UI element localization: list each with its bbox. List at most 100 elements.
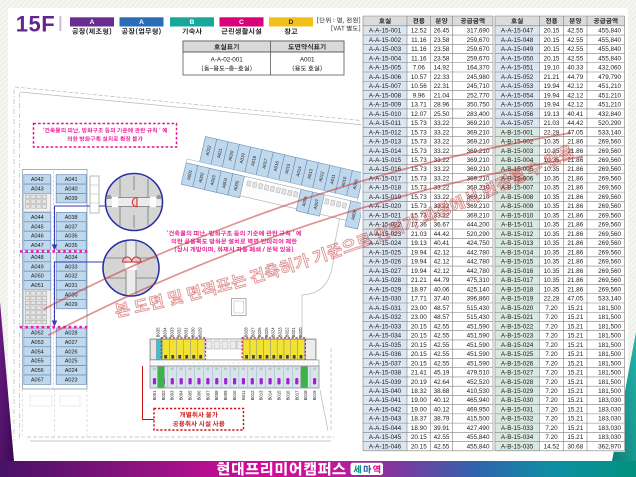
svg-text:A-A-15-035: A-A-15-035: [369, 342, 402, 349]
svg-text:7.20: 7.20: [545, 397, 558, 404]
svg-text:40.33: 40.33: [567, 65, 583, 72]
svg-text:A056: A056: [31, 368, 44, 374]
svg-text:12.52: 12.52: [411, 28, 427, 35]
svg-text:A-B-15-028: A-B-15-028: [501, 379, 534, 386]
svg-text:11.16: 11.16: [411, 46, 427, 53]
svg-text:A-B-15-026: A-B-15-026: [501, 360, 534, 367]
svg-text:7.20: 7.20: [545, 425, 558, 432]
svg-text:A-A-15-007: A-A-15-007: [369, 83, 402, 90]
svg-text:452,520: 452,520: [467, 379, 490, 386]
svg-text:A-A-15-031: A-A-15-031: [369, 305, 402, 312]
svg-text:40.12: 40.12: [434, 406, 450, 413]
svg-text:33.22: 33.22: [434, 166, 450, 173]
svg-text:10.35: 10.35: [544, 194, 560, 201]
svg-text:181,500: 181,500: [598, 360, 621, 367]
svg-text:424,750: 424,750: [467, 240, 490, 247]
svg-text:283,400: 283,400: [467, 111, 490, 118]
svg-text:42.64: 42.64: [434, 379, 450, 386]
svg-text:451,210: 451,210: [598, 102, 621, 109]
svg-text:455,840: 455,840: [598, 28, 621, 35]
svg-text:369,210: 369,210: [467, 129, 490, 136]
svg-text:181,500: 181,500: [598, 342, 621, 349]
svg-text:10.35: 10.35: [544, 286, 560, 293]
svg-text:33.22: 33.22: [434, 212, 450, 219]
svg-text:21.86: 21.86: [567, 166, 583, 173]
svg-text:451,590: 451,590: [467, 323, 490, 330]
svg-text:451,590: 451,590: [467, 333, 490, 340]
svg-text:42.12: 42.12: [434, 268, 450, 275]
svg-text:23.58: 23.58: [434, 46, 450, 53]
svg-text:17.36: 17.36: [411, 222, 427, 229]
svg-text:7.20: 7.20: [545, 379, 558, 386]
svg-text:442,780: 442,780: [467, 268, 490, 275]
svg-text:A-A-02-001: A-A-02-001: [211, 57, 244, 64]
svg-text:21.86: 21.86: [567, 139, 583, 146]
svg-text:A-A-15-034: A-A-15-034: [369, 333, 402, 340]
svg-text:A053: A053: [31, 340, 44, 346]
svg-text:A026: A026: [65, 349, 78, 355]
svg-text:181,500: 181,500: [598, 388, 621, 395]
svg-text:369,210: 369,210: [467, 175, 490, 182]
svg-text:10.35: 10.35: [544, 277, 560, 284]
svg-text:A021: A021: [216, 147, 223, 159]
svg-text:A050: A050: [31, 274, 44, 280]
svg-text:269,560: 269,560: [598, 148, 621, 155]
svg-text:B032: B032: [177, 327, 182, 337]
svg-text:20.15: 20.15: [544, 37, 560, 44]
svg-text:A: A: [139, 19, 144, 26]
svg-text:A025: A025: [65, 359, 78, 365]
svg-text:A-B-15-004: A-B-15-004: [501, 157, 534, 164]
svg-text:7.20: 7.20: [545, 360, 558, 367]
svg-text:A: A: [90, 19, 95, 26]
svg-text:B014: B014: [268, 390, 273, 400]
svg-text:A028: A028: [65, 331, 78, 337]
svg-text:B019: B019: [312, 390, 317, 400]
svg-text:A036: A036: [65, 234, 78, 240]
svg-text:19.10: 19.10: [544, 65, 560, 72]
svg-text:183,030: 183,030: [598, 397, 621, 404]
svg-text:A052: A052: [31, 331, 44, 337]
svg-text:15.21: 15.21: [567, 397, 583, 404]
svg-text:B020: B020: [298, 327, 303, 337]
svg-text:15.21: 15.21: [567, 351, 583, 358]
svg-text:14.92: 14.92: [434, 65, 450, 72]
svg-text:350,750: 350,750: [467, 102, 490, 109]
svg-text:269,560: 269,560: [598, 277, 621, 284]
svg-text:A-B-15-031: A-B-15-031: [501, 406, 534, 413]
svg-text:19.94: 19.94: [411, 268, 427, 275]
svg-text:A034: A034: [65, 255, 78, 261]
svg-text:A004: A004: [221, 177, 228, 189]
svg-text:369,210: 369,210: [467, 212, 490, 219]
svg-text:369,210: 369,210: [467, 185, 490, 192]
svg-text:19.94: 19.94: [411, 259, 427, 266]
svg-text:369,210: 369,210: [467, 139, 490, 146]
svg-text:B001: B001: [152, 390, 157, 400]
svg-text:10.35: 10.35: [544, 166, 560, 173]
svg-text:15.73: 15.73: [411, 203, 427, 210]
svg-text:A-A-15-006: A-A-15-006: [369, 74, 402, 81]
svg-text:444,200: 444,200: [467, 222, 490, 229]
svg-text:20.15: 20.15: [544, 28, 560, 35]
svg-text:21.86: 21.86: [567, 212, 583, 219]
svg-text:A-A-15-040: A-A-15-040: [369, 388, 402, 395]
svg-text:A-A-15-036: A-A-15-036: [369, 351, 402, 358]
svg-text:259,670: 259,670: [467, 55, 490, 62]
svg-text:A001: A001: [186, 169, 193, 181]
svg-text:427,490: 427,490: [467, 425, 490, 432]
svg-text:259,670: 259,670: [467, 37, 490, 44]
svg-text:369,210: 369,210: [467, 157, 490, 164]
svg-text:245,980: 245,980: [467, 74, 490, 81]
svg-text:7.20: 7.20: [545, 333, 558, 340]
svg-text:A010: A010: [340, 176, 347, 188]
svg-text:20.15: 20.15: [411, 323, 427, 330]
svg-text:7.20: 7.20: [545, 314, 558, 321]
svg-text:181,500: 181,500: [598, 305, 621, 312]
svg-text:A035: A035: [65, 243, 78, 249]
svg-text:A-A-15-044: A-A-15-044: [369, 425, 402, 432]
svg-text:A041: A041: [65, 177, 78, 183]
svg-text:21.86: 21.86: [567, 157, 583, 164]
svg-text:533,140: 533,140: [598, 129, 621, 136]
svg-text:A-A-15-042: A-A-15-042: [369, 406, 402, 413]
svg-text:396,860: 396,860: [467, 296, 490, 303]
svg-text:42.55: 42.55: [434, 323, 450, 330]
